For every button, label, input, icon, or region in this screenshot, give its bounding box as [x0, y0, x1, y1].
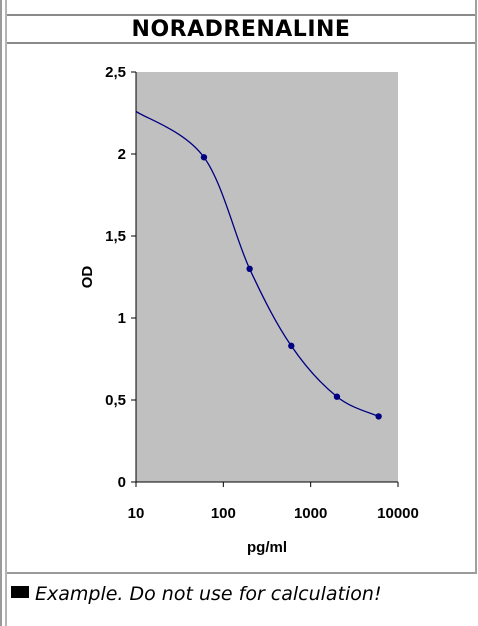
- frame-right-border: [475, 0, 477, 574]
- y-tick-label: 2,5: [105, 64, 126, 81]
- x-tick-label: 100: [211, 505, 236, 522]
- x-tick-label: 10000: [377, 505, 419, 522]
- y-tick-label: 1: [118, 310, 126, 327]
- data-point: [288, 342, 295, 350]
- data-point: [246, 265, 253, 272]
- caption-text: Example. Do not use for calculation!: [35, 583, 382, 605]
- black-square-icon: [11, 586, 29, 598]
- chart-cell: [7, 44, 475, 574]
- chart-svg: 0 0,5 1 1,5 2 2,5 10 100 1000 10000 OD pg/ml: [79, 64, 419, 556]
- caption-cell: Example. Do not use for calculation!: [7, 574, 475, 614]
- chart-title: NORADRENALINE: [131, 16, 351, 42]
- data-point: [200, 154, 208, 161]
- chart-title-cell: NORADRENALINE: [7, 14, 475, 44]
- data-point: [375, 413, 382, 420]
- y-tick-label: 0: [118, 474, 126, 491]
- x-axis-label: pg/ml: [247, 539, 287, 556]
- x-tick-label: 1000: [294, 505, 327, 522]
- plot-area: [136, 72, 398, 482]
- series-points-group: [200, 154, 382, 420]
- frame-outer-left-border: [0, 0, 2, 626]
- frame-inner-left-border: [5, 0, 7, 626]
- axes: [131, 71, 399, 487]
- x-tick-label: 10: [128, 505, 145, 522]
- y-axis-label: OD: [79, 266, 96, 289]
- y-tick-labels: 0 0,5 1 1,5 2 2,5: [105, 64, 126, 491]
- y-tick-label: 0,5: [105, 392, 126, 409]
- data-point: [333, 393, 341, 400]
- x-tick-labels: 10 100 1000 10000: [128, 505, 419, 522]
- y-tick-label: 1,5: [105, 228, 126, 245]
- y-tick-label: 2: [118, 146, 126, 163]
